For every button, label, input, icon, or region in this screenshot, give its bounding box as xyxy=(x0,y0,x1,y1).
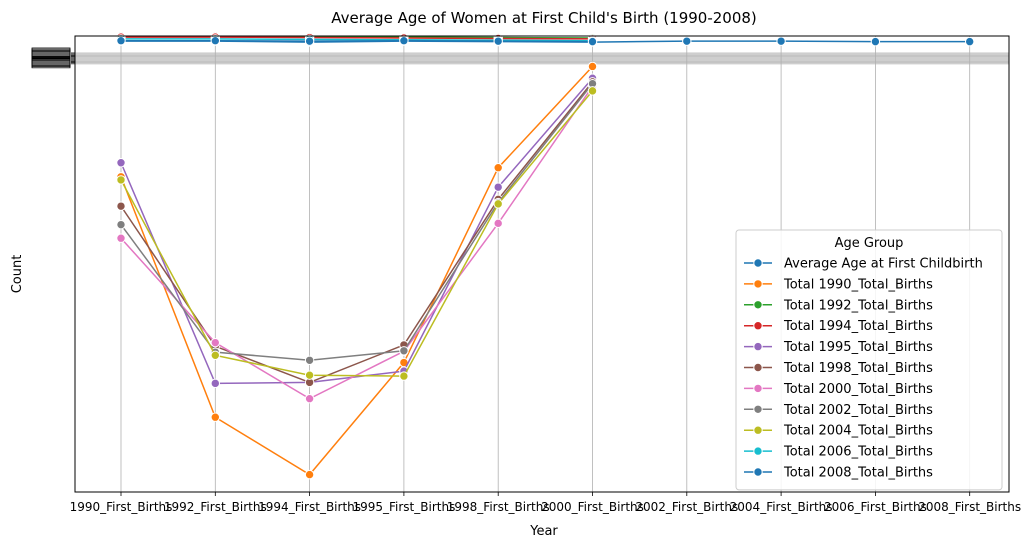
data-point xyxy=(682,36,692,46)
data-point xyxy=(776,36,786,46)
series-9 xyxy=(116,86,598,381)
legend-title: Age Group xyxy=(835,236,904,251)
x-axis-label: Year xyxy=(529,524,558,539)
data-point xyxy=(210,350,221,361)
legend-entry: Total 1994_Total_Births xyxy=(783,319,933,334)
data-point xyxy=(493,199,503,209)
x-tick-label: 1995_First_Births xyxy=(352,500,455,514)
legend-marker xyxy=(753,383,763,394)
series-6 xyxy=(116,77,598,388)
y-axis-label: Count xyxy=(10,255,25,294)
data-point xyxy=(493,163,503,173)
legend-marker xyxy=(753,300,763,310)
data-point xyxy=(587,86,598,96)
data-point xyxy=(965,36,975,47)
plot-frame xyxy=(74,35,1010,493)
series-line xyxy=(120,83,594,362)
data-point xyxy=(210,412,221,422)
legend: Age Group Average Age at First Childbirth… xyxy=(735,229,1003,491)
data-point xyxy=(304,393,315,404)
legend-marker xyxy=(753,446,763,456)
legend-entry: Total 2004_Total_Births xyxy=(783,424,933,439)
legend-entry: Total 1995_Total_Births xyxy=(783,340,933,355)
data-point xyxy=(587,61,598,72)
legend-entry: Total 2002_Total_Births xyxy=(783,403,933,418)
legend-entry: Average Age at First Childbirth xyxy=(784,257,983,272)
legend-marker xyxy=(753,404,763,414)
series-line xyxy=(121,39,593,43)
series-line xyxy=(120,85,594,400)
data-point xyxy=(116,175,126,185)
y-tick-label-overlap xyxy=(31,58,71,69)
legend-entry: Total 1990_Total_Births xyxy=(783,277,933,292)
gridlines xyxy=(75,36,1009,492)
legend-entry: Total 1992_Total_Births xyxy=(783,298,933,313)
data-point xyxy=(399,371,409,381)
data-point xyxy=(116,233,126,243)
y-tick-labels xyxy=(31,47,75,69)
legend-entry: Total 1998_Total_Births xyxy=(783,361,933,376)
legend-marker xyxy=(753,425,763,435)
legend-box xyxy=(735,229,1003,491)
x-tick-label: 1994_First_Births xyxy=(258,500,361,514)
legend-marker xyxy=(753,279,763,289)
legend-entry: Total 2006_Total_Births xyxy=(783,445,933,460)
x-tick-label: 2004_First_Births xyxy=(730,500,833,514)
legend-marker xyxy=(753,467,763,477)
legend-marker xyxy=(753,321,763,331)
data-point xyxy=(399,346,409,356)
series-5 xyxy=(116,73,598,389)
legend-entry: Total 2008_Total_Births xyxy=(783,466,933,481)
data-point xyxy=(210,337,221,348)
series-line xyxy=(121,36,593,40)
x-tick-label: 1990_First_Births xyxy=(70,500,173,514)
data-point xyxy=(304,370,315,380)
series-8 xyxy=(116,78,598,365)
data-point xyxy=(116,158,126,168)
data-point xyxy=(304,469,315,480)
data-point xyxy=(493,218,503,229)
data-point xyxy=(210,36,221,46)
x-tick-label: 2008_First_Births xyxy=(918,500,1021,514)
series-11 xyxy=(116,36,598,47)
x-tick-label: 2006_First_Births xyxy=(824,500,927,514)
x-tick-label: 1998_First_Births xyxy=(447,500,550,514)
legend-marker xyxy=(753,341,763,352)
data-point xyxy=(116,201,126,211)
data-point xyxy=(304,36,315,46)
series-line xyxy=(120,81,594,384)
legend-marker xyxy=(753,258,763,268)
x-tick-label: 2002_First_Births xyxy=(635,500,738,514)
legend-marker xyxy=(753,362,763,373)
data-point xyxy=(210,378,221,389)
data-point xyxy=(493,36,503,46)
legend-entry: Total 2000_Total_Births xyxy=(783,382,933,397)
data-point xyxy=(116,219,126,230)
series-line xyxy=(120,65,594,476)
data-point xyxy=(870,36,881,47)
series-line xyxy=(120,77,594,385)
data-point xyxy=(116,36,126,46)
chart-title: Average Age of Women at First Child's Bi… xyxy=(331,9,757,27)
series-line xyxy=(121,38,593,42)
series-line xyxy=(120,90,594,377)
data-point xyxy=(399,36,409,46)
x-tick-label: 2000_First_Births xyxy=(541,500,644,514)
data-point xyxy=(587,36,598,47)
data-point xyxy=(304,355,315,365)
data-point xyxy=(493,182,503,192)
series-2 xyxy=(116,61,598,480)
x-tick-label: 1992_First_Births xyxy=(164,500,267,514)
x-tick-labels: 1990_First_Births1992_First_Births1994_F… xyxy=(70,492,1021,514)
